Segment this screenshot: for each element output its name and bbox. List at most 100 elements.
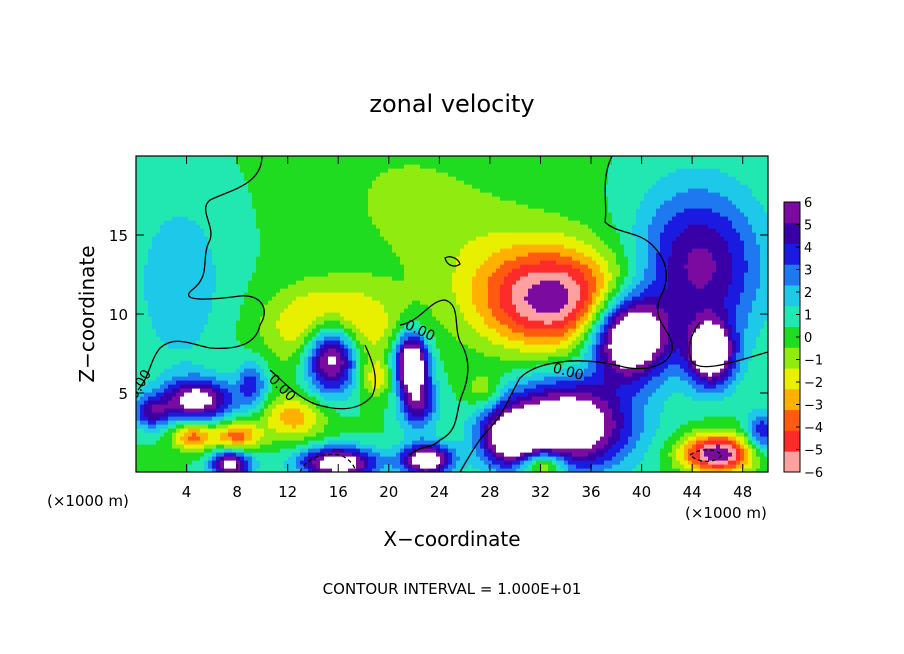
heatmap-cell xyxy=(372,448,377,453)
heatmap-cell xyxy=(208,356,213,361)
heatmap-cell xyxy=(344,220,349,225)
heatmap-cell xyxy=(272,248,277,253)
heatmap-cell xyxy=(288,296,293,301)
heatmap-cell xyxy=(328,380,333,385)
heatmap-cell xyxy=(152,164,157,169)
heatmap-cell xyxy=(200,388,205,393)
heatmap-cell xyxy=(260,248,265,253)
heatmap-cell xyxy=(320,420,325,425)
heatmap-cell xyxy=(372,228,377,233)
heatmap-cell xyxy=(340,268,345,273)
heatmap-cell xyxy=(356,444,361,449)
heatmap-cell xyxy=(260,352,265,357)
heatmap-cell xyxy=(192,348,197,353)
heatmap-cell xyxy=(376,228,381,233)
heatmap-cell xyxy=(212,216,217,221)
heatmap-cell xyxy=(192,420,197,425)
heatmap-cell xyxy=(140,440,145,445)
heatmap-cell xyxy=(284,172,289,177)
heatmap-cell xyxy=(244,372,249,377)
heatmap-cell xyxy=(296,200,301,205)
heatmap-cell xyxy=(228,336,233,341)
heatmap-cell xyxy=(220,212,225,217)
heatmap-cell xyxy=(176,448,181,453)
heatmap-cell xyxy=(336,288,341,293)
heatmap-cell xyxy=(272,232,277,237)
heatmap-cell xyxy=(160,404,165,409)
heatmap-cell xyxy=(236,180,241,185)
heatmap-cell xyxy=(188,216,193,221)
heatmap-cell xyxy=(240,348,245,353)
heatmap-cell xyxy=(304,456,309,461)
heatmap-cell xyxy=(244,248,249,253)
heatmap-cell xyxy=(140,452,145,457)
heatmap-cell xyxy=(144,328,149,333)
heatmap-cell xyxy=(284,412,289,417)
heatmap-cell xyxy=(292,308,297,313)
heatmap-cell xyxy=(356,168,361,173)
heatmap-cell xyxy=(336,188,341,193)
heatmap-cell xyxy=(184,356,189,361)
heatmap-cell xyxy=(184,252,189,257)
heatmap-cell xyxy=(172,388,177,393)
heatmap-cell xyxy=(384,420,389,425)
heatmap-cell xyxy=(216,356,221,361)
heatmap-cell xyxy=(312,156,317,161)
heatmap-field xyxy=(136,156,768,472)
heatmap-cell xyxy=(148,284,153,289)
heatmap-cell xyxy=(232,392,237,397)
heatmap-cell xyxy=(280,284,285,289)
heatmap-cell xyxy=(304,176,309,181)
heatmap-cell xyxy=(348,448,353,453)
heatmap-cell xyxy=(212,208,217,213)
heatmap-cell xyxy=(300,300,305,305)
heatmap-cell xyxy=(308,304,313,309)
heatmap-cell xyxy=(288,264,293,269)
heatmap-cell xyxy=(304,240,309,245)
heatmap-cell xyxy=(144,244,149,249)
heatmap-cell xyxy=(248,164,253,169)
heatmap-cell xyxy=(340,240,345,245)
heatmap-cell xyxy=(296,432,301,437)
heatmap-cell xyxy=(152,384,157,389)
heatmap-cell xyxy=(236,428,241,433)
heatmap-cell xyxy=(268,424,273,429)
heatmap-cell xyxy=(216,344,221,349)
heatmap-cell xyxy=(228,268,233,273)
heatmap-cell xyxy=(312,284,317,289)
heatmap-cell xyxy=(140,256,145,261)
heatmap-cell xyxy=(268,332,273,337)
heatmap-cell xyxy=(276,356,281,361)
heatmap-cell xyxy=(252,252,257,257)
heatmap-cell xyxy=(340,388,345,393)
heatmap-cell xyxy=(284,264,289,269)
heatmap-cell xyxy=(200,412,205,417)
heatmap-cell xyxy=(312,304,317,309)
heatmap-cell xyxy=(228,468,233,472)
heatmap-cell xyxy=(172,384,177,389)
heatmap-cell xyxy=(288,380,293,385)
heatmap-cell xyxy=(388,452,393,457)
heatmap-cell xyxy=(388,448,393,453)
heatmap-cell xyxy=(308,248,313,253)
heatmap-cell xyxy=(156,244,161,249)
heatmap-cell xyxy=(316,440,321,445)
heatmap-cell xyxy=(212,432,217,437)
heatmap-cell xyxy=(192,444,197,449)
heatmap-cell xyxy=(284,248,289,253)
heatmap-cell xyxy=(280,160,285,165)
heatmap-cell xyxy=(216,220,221,225)
heatmap-cell xyxy=(264,464,269,469)
heatmap-cell xyxy=(384,356,389,361)
heatmap-cell xyxy=(372,296,377,301)
heatmap-cell xyxy=(360,456,365,461)
heatmap-cell xyxy=(148,296,153,301)
heatmap-cell xyxy=(160,328,165,333)
heatmap-cell xyxy=(332,208,337,213)
heatmap-cell xyxy=(268,284,273,289)
heatmap-cell xyxy=(272,448,277,453)
heatmap-cell xyxy=(372,376,377,381)
heatmap-cell xyxy=(156,252,161,257)
heatmap-cell xyxy=(356,176,361,181)
heatmap-cell xyxy=(340,344,345,349)
